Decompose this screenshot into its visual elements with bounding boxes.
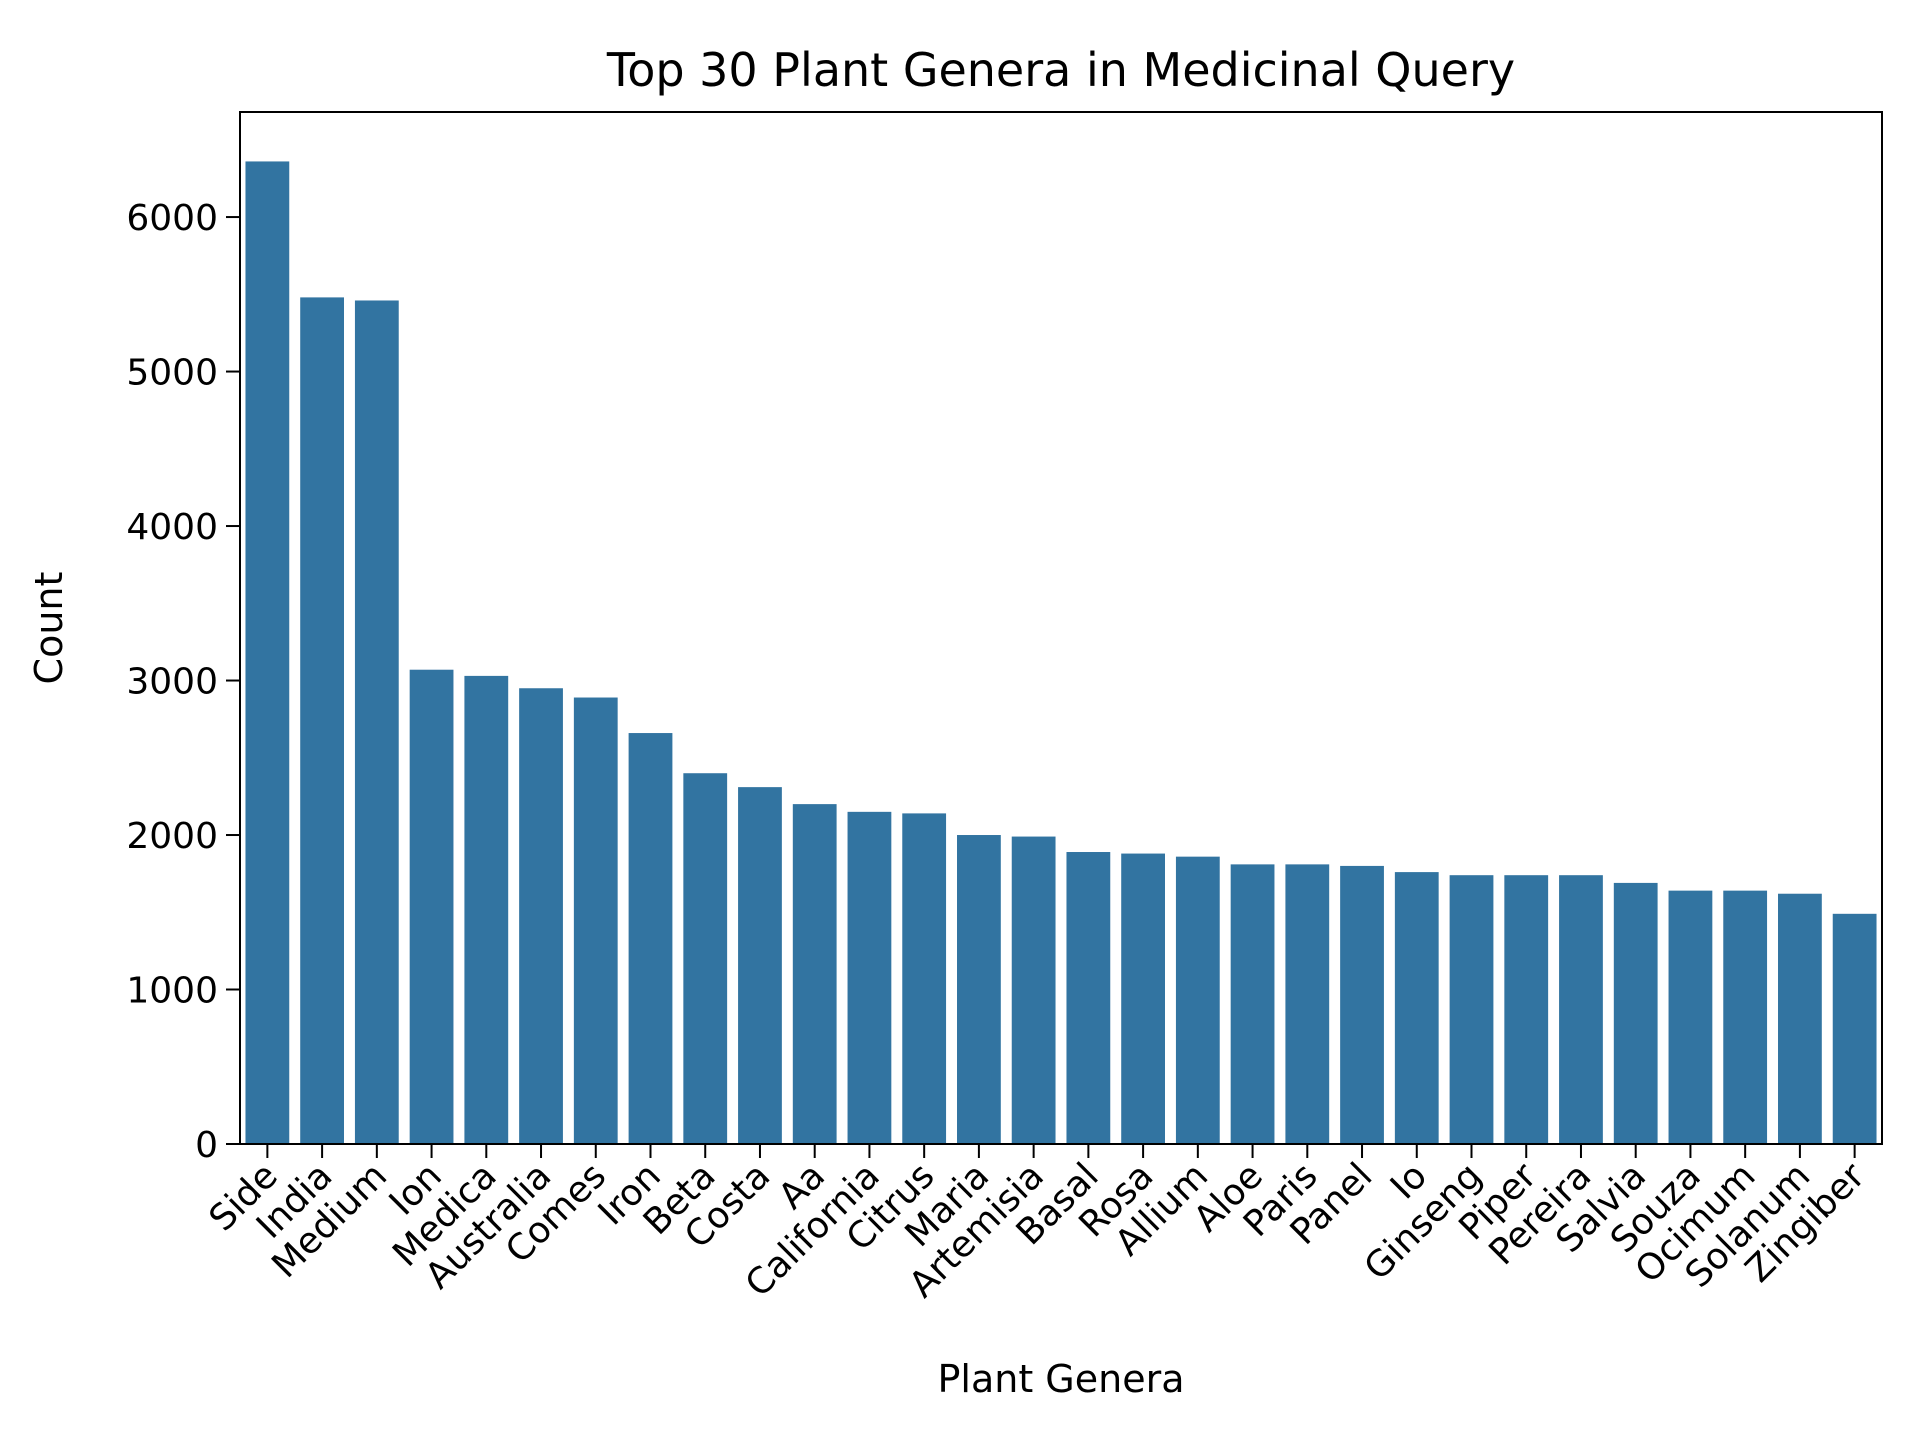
bar-aloe (1230, 864, 1275, 1144)
plot-frame (239, 111, 1883, 1145)
bar-aa (792, 804, 837, 1144)
bar-citrus (902, 813, 947, 1144)
bar-allium (1175, 856, 1220, 1144)
y-tick-label: 3000 (126, 662, 218, 703)
bar-ocimum (1723, 890, 1768, 1144)
y-tick-label: 6000 (126, 198, 218, 239)
bar-solanum (1778, 893, 1822, 1144)
bar-beta (683, 773, 728, 1144)
bar-maria (957, 835, 1001, 1144)
bar-paris (1285, 864, 1330, 1144)
y-tick-label: 2000 (126, 816, 218, 857)
bar-zingiber (1832, 913, 1877, 1144)
bars-group (245, 161, 1877, 1145)
y-axis-label: Count (27, 572, 71, 685)
bar-comes (573, 697, 618, 1144)
bar-california (847, 811, 892, 1144)
bar-iron (628, 733, 673, 1144)
bar-australia (519, 688, 563, 1144)
bar-salvia (1613, 882, 1658, 1144)
bar-ion (409, 669, 454, 1144)
bar-india (300, 297, 344, 1144)
y-axis: 0 1000 2000 3000 4000 5000 6000 (126, 198, 240, 1166)
y-tick-label: 5000 (126, 353, 218, 394)
bar-ginseng (1449, 875, 1494, 1144)
bar-basal (1066, 852, 1111, 1144)
y-tick-label: 1000 (126, 971, 218, 1012)
bar-medium (354, 300, 399, 1145)
bar-panel (1340, 865, 1384, 1144)
bar-rosa (1121, 853, 1165, 1144)
bar-souza (1668, 890, 1713, 1144)
bar-piper (1504, 875, 1549, 1144)
bar-pereira (1559, 875, 1603, 1144)
chart-title: Top 30 Plant Genera in Medicinal Query (606, 43, 1515, 97)
bar-side (245, 161, 290, 1144)
bar-costa (738, 787, 782, 1144)
x-axis-label: Plant Genera (937, 1357, 1184, 1401)
y-tick-label: 0 (195, 1125, 218, 1166)
bar-io (1394, 872, 1439, 1144)
y-tick-label: 4000 (126, 507, 218, 548)
bar-medica (464, 675, 509, 1144)
bar-artemisia (1011, 836, 1056, 1144)
